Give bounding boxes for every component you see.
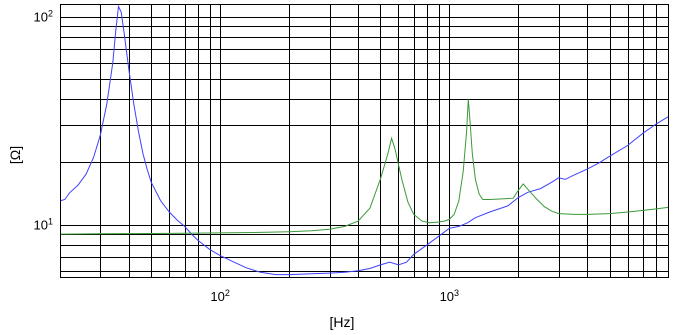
y-tick-label: 102 [34,9,53,25]
y-tick-labels: 101 102 [34,9,53,233]
grid [60,4,668,277]
y-tick-label: 101 [34,217,53,233]
x-tick-label: 103 [440,288,459,304]
series-line-1 [59,4,669,276]
series-layer [59,4,669,276]
plot-frame [60,4,669,278]
series-line-2 [59,99,669,235]
x-tick-labels: 102 103 [210,288,459,304]
y-axis-label: [Ω] [7,146,23,164]
x-axis-label: [Hz] [330,314,355,330]
x-tick-label: 102 [210,288,229,304]
